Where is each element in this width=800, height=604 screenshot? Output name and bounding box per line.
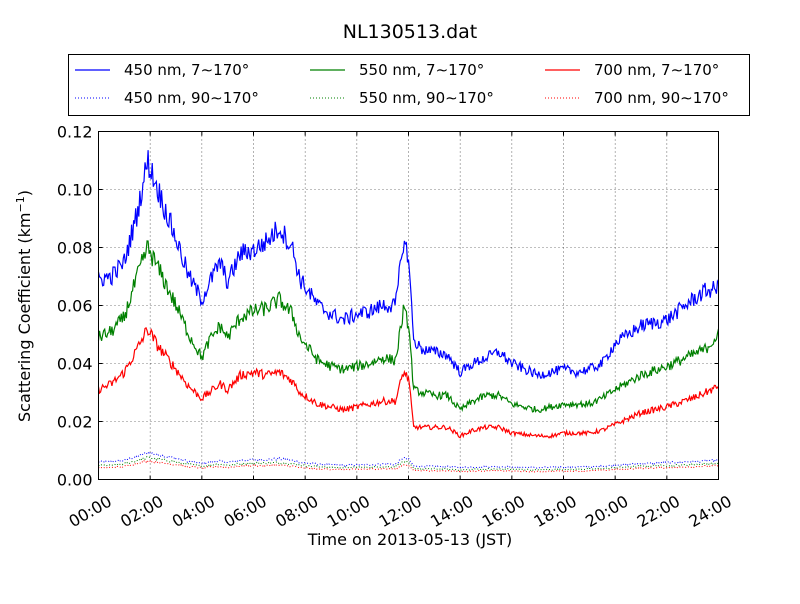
legend-label-2: 700 nm, 7∼170° <box>594 61 719 79</box>
x-tick-label: 16:00 <box>479 492 528 532</box>
series-line-3 <box>98 451 719 469</box>
y-tick-label: 0.00 <box>57 471 93 490</box>
x-tick-label: 22:00 <box>634 492 683 532</box>
y-tick-label: 0.06 <box>57 297 93 316</box>
legend-label-4: 550 nm, 90∼170° <box>359 89 494 107</box>
x-tick-label: 00:00 <box>65 492 114 532</box>
series-line-5 <box>98 459 719 473</box>
chart-title: NL130513.dat <box>343 21 478 43</box>
legend-frame <box>68 54 750 116</box>
x-tick-label: 08:00 <box>272 492 321 532</box>
x-tick-label: 12:00 <box>375 492 424 532</box>
y-axis-label-main: Scattering Coefficient (km <box>15 212 34 422</box>
y-axis-label-close: ) <box>15 190 34 196</box>
x-tick-label: 18:00 <box>530 492 579 532</box>
x-tick-label: 04:00 <box>169 492 218 532</box>
series-line-0 <box>97 150 720 380</box>
plot-area <box>97 131 720 480</box>
y-tick-label: 0.02 <box>57 413 93 432</box>
x-tick-label: 02:00 <box>117 492 166 532</box>
legend-label-3: 450 nm, 90∼170° <box>124 89 259 107</box>
y-tick-label: 0.08 <box>57 239 93 258</box>
y-tick-label: 0.12 <box>57 123 93 142</box>
y-tick-label: 0.10 <box>57 181 93 200</box>
x-tick-label: 24:00 <box>685 492 734 532</box>
series-line-2 <box>97 326 720 439</box>
legend-label-5: 700 nm, 90∼170° <box>594 89 729 107</box>
x-tick-label: 20:00 <box>582 492 631 532</box>
y-axis-label: Scattering Coefficient (km−1) <box>14 190 34 422</box>
legend-label-1: 550 nm, 7∼170° <box>359 61 484 79</box>
legend-label-0: 450 nm, 7∼170° <box>124 61 249 79</box>
y-axis-label-superscript: −1 <box>14 196 27 212</box>
y-tick-label: 0.04 <box>57 355 93 374</box>
x-axis-label: Time on 2013-05-13 (JST) <box>307 530 512 549</box>
x-tick-label: 06:00 <box>220 492 269 532</box>
x-tick-label: 14:00 <box>427 492 476 532</box>
series-line-1 <box>97 240 720 413</box>
legend: 450 nm, 7∼170° 550 nm, 7∼170° 700 nm, 7∼17… <box>68 54 750 116</box>
x-tick-label: 10:00 <box>324 492 373 532</box>
